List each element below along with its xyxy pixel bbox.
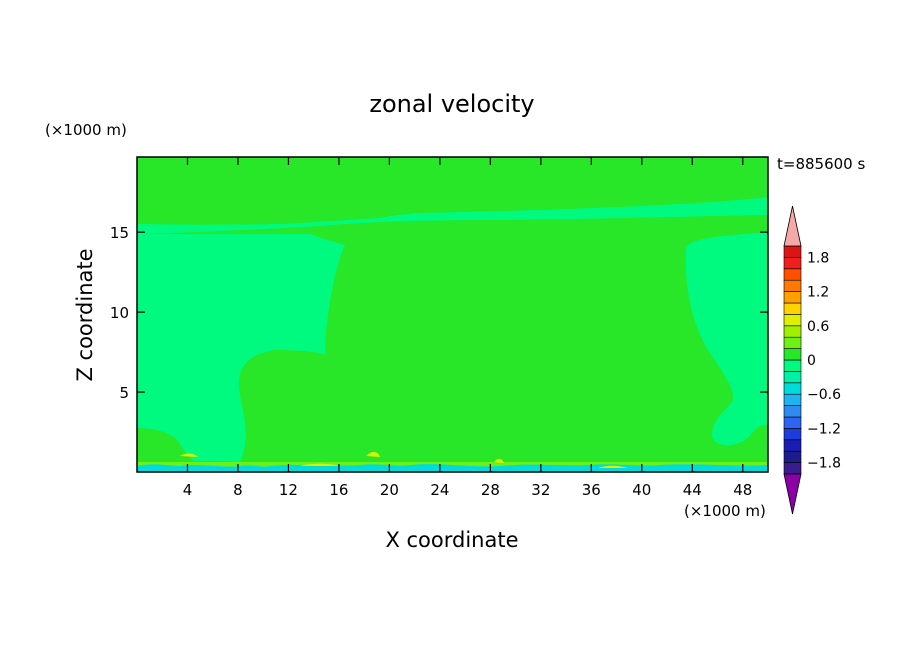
y-unit-label: (×1000 m): [45, 121, 127, 139]
x-tick-label: 36: [582, 481, 601, 499]
y-tick-label: 15: [110, 224, 129, 242]
colorbar-tick-label: −1.2: [807, 421, 841, 437]
plot-field: [137, 157, 768, 472]
field-positive-region: [486, 436, 521, 462]
x-tick-label: 12: [279, 481, 298, 499]
y-tick-label: 5: [119, 384, 129, 402]
x-unit-label: (×1000 m): [684, 502, 766, 520]
field-positive-region: [532, 365, 637, 462]
y-axis-label: Z coordinate: [73, 248, 97, 381]
field-positive-region: [300, 157, 568, 212]
colorbar-segment: [783, 314, 802, 327]
colorbar-segment: [783, 416, 802, 429]
colorbar-segment: [783, 428, 802, 441]
chart-title: zonal velocity: [369, 90, 534, 118]
colorbar-segment: [783, 405, 802, 418]
colorbar-segment: [783, 325, 802, 338]
colorbar-tick-label: 1.2: [807, 285, 829, 301]
x-tick-label: 4: [183, 481, 193, 499]
colorbar-tick-label: −0.6: [807, 387, 841, 403]
colorbar-under-arrow: [783, 473, 802, 515]
colorbar-segment: [783, 462, 802, 475]
colorbar-tick-label: 0.6: [807, 319, 829, 335]
x-tick-label: 28: [481, 481, 500, 499]
colorbar-tick-label: −1.8: [807, 456, 841, 472]
colorbar-segment: [783, 371, 802, 384]
colorbar-segment: [783, 336, 802, 349]
x-tick-label: 40: [632, 481, 651, 499]
x-axis-label: X coordinate: [385, 528, 518, 552]
colorbar-over-arrow: [783, 205, 802, 247]
time-label: t=885600 s: [777, 155, 865, 173]
colorbar-segment: [783, 439, 802, 452]
colorbar-segment: [783, 302, 802, 315]
colorbar-segment: [783, 245, 802, 258]
x-axis: 4 8 12 16 20 24 28 32 36 40 44 48: [183, 157, 752, 499]
x-tick-label: 20: [380, 481, 399, 499]
colorbar-tick-label: 0: [807, 353, 816, 369]
colorbar-segment: [783, 393, 802, 406]
plot-frame: [136, 156, 769, 473]
colorbar-segment: [783, 291, 802, 304]
y-axis: 5 10 15: [110, 224, 768, 402]
colorbar: 1.8 1.2 0.6 0 −0.6 −1.2 −1.8: [783, 205, 841, 515]
colorbar-segment: [783, 348, 802, 361]
x-tick-label: 32: [531, 481, 550, 499]
colorbar-segment: [783, 359, 802, 372]
colorbar-segment: [783, 279, 802, 292]
colorbar-segment: [783, 268, 802, 281]
x-tick-label: 48: [733, 481, 752, 499]
y-tick-label: 10: [110, 304, 129, 322]
x-tick-label: 16: [329, 481, 348, 499]
colorbar-segment: [783, 450, 802, 463]
x-tick-label: 8: [233, 481, 243, 499]
colorbar-segment: [783, 382, 802, 395]
x-tick-label: 24: [430, 481, 449, 499]
colorbar-tick-label: 1.8: [807, 250, 829, 266]
colorbar-segment: [783, 257, 802, 270]
x-tick-label: 44: [683, 481, 702, 499]
